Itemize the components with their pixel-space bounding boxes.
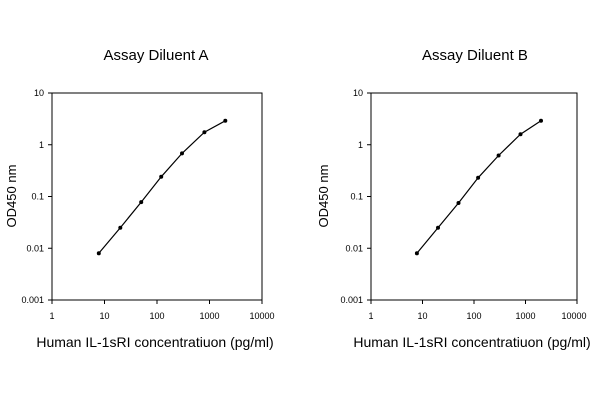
data-point bbox=[223, 118, 228, 123]
x-tick-label: 10 bbox=[417, 311, 427, 321]
x-tick-label: 1 bbox=[49, 311, 54, 321]
data-point bbox=[496, 153, 501, 158]
y-tick-label: 0.001 bbox=[340, 295, 363, 305]
x-tick-label: 1000 bbox=[199, 311, 219, 321]
data-point bbox=[139, 200, 144, 205]
chart-title-b: Assay Diluent B bbox=[422, 47, 528, 64]
x-ticks-b: 1 10 100 1000 10000 bbox=[368, 311, 586, 321]
x-tick-label: 10 bbox=[99, 311, 109, 321]
y-ticks-a: 0.001 0.01 0.1 1 10 bbox=[21, 88, 44, 305]
y-tick-label: 10 bbox=[34, 88, 44, 98]
data-point bbox=[180, 151, 184, 156]
series-a bbox=[48, 92, 263, 304]
data-point bbox=[118, 225, 123, 230]
x-ticks-a: 1 10 100 1000 10000 bbox=[49, 311, 274, 321]
x-tick-label: 1000 bbox=[515, 311, 535, 321]
x-tick-label: 100 bbox=[466, 311, 481, 321]
x-tick-label: 100 bbox=[149, 311, 164, 321]
chart-title-a: Assay Diluent A bbox=[103, 47, 208, 64]
y-tick-label: 0.1 bbox=[350, 192, 363, 202]
y-tick-label: 10 bbox=[353, 88, 363, 98]
x-axis-label-b: Human IL-1sRI concentratiuon (pg/ml) bbox=[353, 334, 590, 350]
data-point bbox=[476, 175, 481, 180]
x-axis-label-a: Human IL-1sRI concentratiuon (pg/ml) bbox=[36, 334, 273, 350]
y-tick-label: 1 bbox=[39, 140, 44, 150]
x-tick-label: 10000 bbox=[249, 311, 274, 321]
data-point bbox=[436, 225, 440, 230]
data-point bbox=[159, 174, 164, 179]
y-axis-label-a: OD450 nm bbox=[4, 165, 19, 228]
x-tick-label: 10000 bbox=[561, 311, 586, 321]
series-b bbox=[367, 92, 578, 304]
data-point bbox=[456, 201, 461, 205]
y-tick-label: 1 bbox=[358, 140, 363, 150]
plot-area-a bbox=[51, 92, 263, 301]
plot-area-b bbox=[370, 92, 578, 301]
data-point bbox=[96, 251, 101, 256]
chart-panel-b: Assay Diluent B 1 10 100 1000 10000 0.00… bbox=[316, 47, 591, 350]
y-tick-label: 0.1 bbox=[31, 192, 44, 202]
data-point bbox=[414, 251, 419, 256]
data-point bbox=[518, 132, 523, 137]
y-ticks-b: 0.001 0.01 0.1 1 10 bbox=[340, 88, 363, 305]
y-tick-label: 0.01 bbox=[345, 243, 363, 253]
y-axis-label-b: OD450 nm bbox=[316, 165, 331, 228]
data-point bbox=[539, 118, 543, 123]
data-point bbox=[202, 130, 207, 135]
y-tick-label: 0.01 bbox=[26, 243, 44, 253]
chart-panel-a: Assay Diluent A 1 10 100 1000 10000 0.00… bbox=[4, 47, 275, 350]
x-tick-label: 1 bbox=[368, 311, 373, 321]
y-tick-label: 0.001 bbox=[21, 295, 44, 305]
